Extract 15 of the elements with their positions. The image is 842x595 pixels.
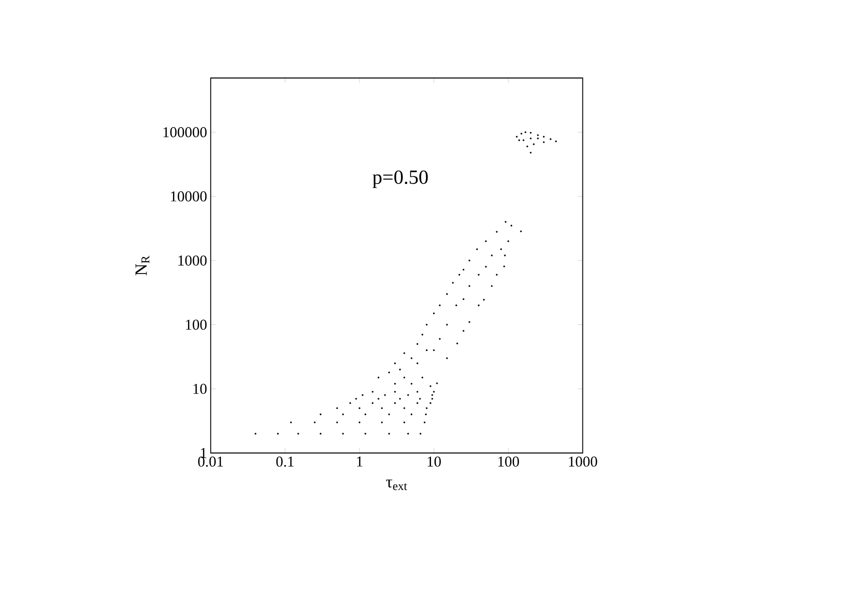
y-tick-label: 1000 — [178, 255, 207, 266]
x-tick-label: 0.01 — [198, 456, 223, 467]
x-tick-label: 100 — [498, 456, 519, 467]
x-tick-label: 1000 — [569, 456, 598, 467]
y-tick-label: 10000 — [170, 191, 207, 202]
x-tick-label: 1 — [357, 456, 362, 466]
annotation: p=0.50 — [372, 170, 428, 188]
x-tick-label: 0.1 — [276, 456, 294, 467]
y-tick-label: 100000 — [163, 127, 207, 138]
x-tick-label: 10 — [428, 456, 441, 467]
y-axis-title: N$_{R}$ — [136, 256, 150, 276]
y-tick-label: 100 — [186, 320, 207, 330]
y-tick-label: 10 — [193, 384, 207, 394]
x-axis-title: τ$_{ext}$ — [386, 480, 408, 490]
y-tick-label: 1 — [200, 448, 206, 458]
